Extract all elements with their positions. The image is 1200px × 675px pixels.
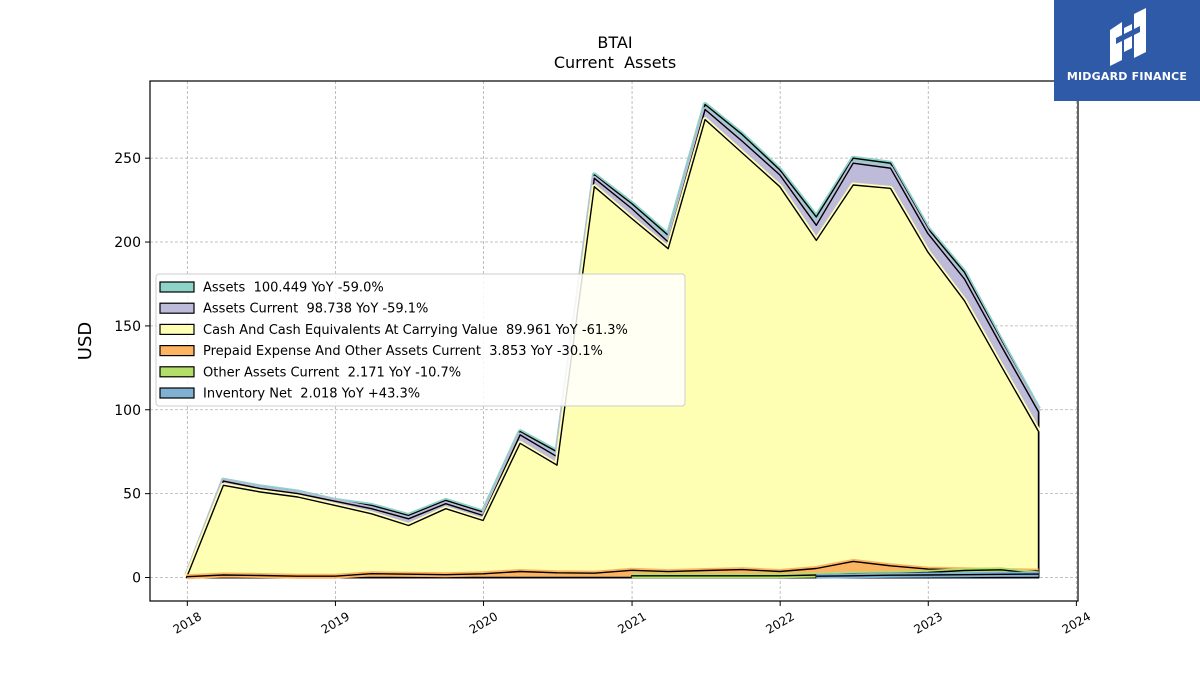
legend: Assets 100.449 YoY -59.0% Assets Current … — [155, 273, 686, 407]
legend-swatch — [159, 302, 195, 314]
legend-label: Assets Current 98.738 YoY -59.1% — [203, 302, 428, 317]
midgard-finance-logo: MIDGARD FINANCE — [1054, 0, 1200, 101]
legend-swatch — [159, 281, 195, 293]
series-outline-5 — [816, 573, 1039, 577]
y-tick-label: 50 — [123, 487, 141, 503]
logo-mark-icon — [1110, 8, 1146, 66]
y-tick-label: 100 — [114, 403, 141, 419]
x-tick-label: 2019 — [319, 609, 352, 636]
legend-label: Other Assets Current 2.171 YoY -10.7% — [203, 365, 461, 380]
chart-title: BTAI — [597, 33, 632, 52]
series-outline-2 — [186, 118, 1040, 577]
series-outline-1 — [186, 108, 1040, 576]
legend-label: Inventory Net 2.018 YoY +43.3% — [203, 387, 420, 402]
y-tick-label: 200 — [114, 235, 141, 251]
y-tick-label: 250 — [114, 151, 141, 167]
x-tick-label: 2021 — [615, 609, 648, 636]
y-axis-label: USD — [75, 322, 96, 360]
chart-subtitle: Current Assets — [554, 53, 676, 72]
logo-text: MIDGARD FINANCE — [1066, 70, 1188, 83]
x-tick-label: 2023 — [912, 609, 945, 636]
legend-label: Prepaid Expense And Other Assets Current… — [203, 344, 603, 359]
series-outline-3 — [186, 560, 1039, 578]
y-tick-label: 150 — [114, 319, 141, 335]
legend-box — [155, 273, 686, 407]
legend-swatch — [159, 323, 195, 335]
x-tick-label: 2022 — [763, 609, 796, 636]
legend-label: Assets 100.449 YoY -59.0% — [203, 281, 384, 296]
x-tick-label: 2020 — [467, 609, 500, 636]
legend-label: Cash And Cash Equivalents At Carrying Va… — [203, 323, 628, 338]
legend-swatch — [159, 366, 195, 378]
plot-frame — [149, 80, 1079, 602]
legend-swatch — [159, 345, 195, 357]
y-tick-label: 0 — [132, 571, 141, 587]
x-tick-label: 2018 — [171, 609, 204, 636]
x-tick-label: 2024 — [1060, 609, 1093, 636]
legend-swatch — [159, 387, 195, 399]
